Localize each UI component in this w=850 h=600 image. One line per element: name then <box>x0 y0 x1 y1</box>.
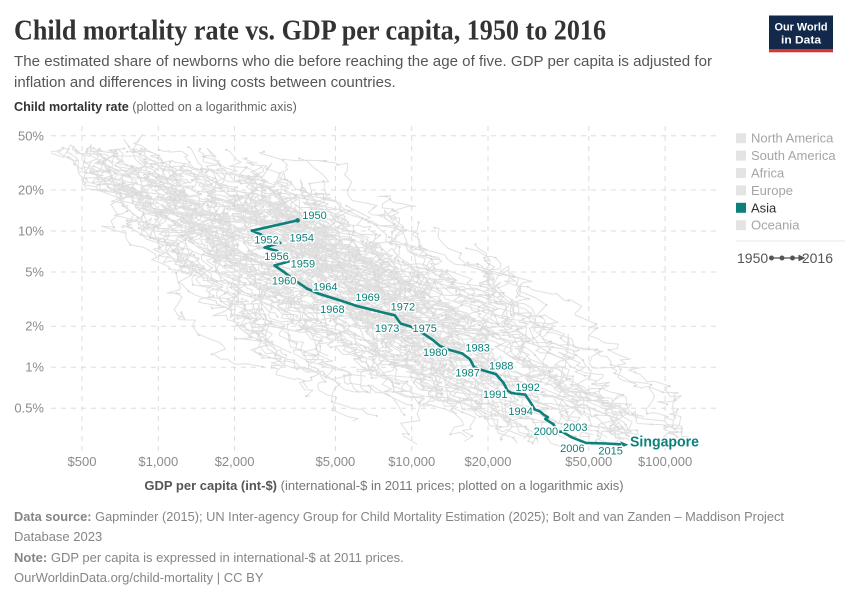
svg-text:50%: 50% <box>18 128 44 143</box>
svg-text:1950: 1950 <box>737 250 768 266</box>
svg-text:1954: 1954 <box>290 233 314 245</box>
svg-text:Europe: Europe <box>751 183 793 198</box>
svg-text:$1,000: $1,000 <box>138 454 178 469</box>
svg-text:GDP per capita (int-$) (intern: GDP per capita (int-$) (international-$ … <box>144 478 623 493</box>
svg-text:10%: 10% <box>18 224 44 239</box>
svg-text:Africa: Africa <box>751 166 785 181</box>
svg-text:1988: 1988 <box>489 360 513 372</box>
svg-text:2%: 2% <box>25 319 44 334</box>
svg-text:1983: 1983 <box>465 343 489 355</box>
svg-text:2015: 2015 <box>598 446 622 458</box>
svg-text:1991: 1991 <box>483 389 507 401</box>
svg-text:2016: 2016 <box>802 250 833 266</box>
svg-text:1952: 1952 <box>254 234 278 246</box>
svg-text:Our World: Our World <box>775 22 828 34</box>
svg-text:Child mortality rate vs. GDP p: Child mortality rate vs. GDP per capita,… <box>14 16 606 47</box>
svg-text:South America: South America <box>751 148 836 163</box>
svg-text:in Data: in Data <box>781 35 822 47</box>
svg-text:inflation and differences in l: inflation and differences in living cost… <box>14 74 396 91</box>
svg-text:20%: 20% <box>18 183 44 198</box>
svg-text:Asia: Asia <box>751 200 777 215</box>
svg-text:1950: 1950 <box>302 210 326 222</box>
svg-text:Oceania: Oceania <box>751 218 800 233</box>
svg-text:1959: 1959 <box>291 259 315 271</box>
svg-text:2006: 2006 <box>560 443 584 455</box>
svg-text:1973: 1973 <box>375 323 399 335</box>
svg-text:1968: 1968 <box>320 304 344 316</box>
svg-text:North America: North America <box>751 131 834 146</box>
svg-text:1956: 1956 <box>264 251 288 263</box>
svg-text:2000: 2000 <box>534 426 558 438</box>
svg-text:1980: 1980 <box>423 347 447 359</box>
svg-text:$100,000: $100,000 <box>638 454 692 469</box>
svg-text:Singapore: Singapore <box>630 434 699 451</box>
svg-text:1960: 1960 <box>272 276 296 288</box>
svg-text:5%: 5% <box>25 265 44 280</box>
svg-text:Note: GDP per capita is expres: Note: GDP per capita is expressed in int… <box>14 550 404 565</box>
svg-text:1992: 1992 <box>515 382 539 394</box>
svg-text:1994: 1994 <box>508 406 532 418</box>
svg-text:Child mortality rate (plotted: Child mortality rate (plotted on a logar… <box>14 100 297 114</box>
svg-text:$5,000: $5,000 <box>316 454 356 469</box>
svg-text:1964: 1964 <box>313 282 337 294</box>
svg-text:2003: 2003 <box>563 422 587 434</box>
svg-text:1975: 1975 <box>412 323 436 335</box>
svg-text:1969: 1969 <box>355 292 379 304</box>
svg-text:1987: 1987 <box>455 367 479 379</box>
svg-text:The estimated share of newborn: The estimated share of newborns who die … <box>14 53 712 70</box>
svg-text:$10,000: $10,000 <box>388 454 435 469</box>
svg-text:Data source: Gapminder (2015);: Data source: Gapminder (2015); UN Inter-… <box>14 509 784 524</box>
svg-text:1972: 1972 <box>391 302 415 314</box>
svg-text:$2,000: $2,000 <box>215 454 255 469</box>
svg-text:$50,000: $50,000 <box>565 454 612 469</box>
svg-text:OurWorldinData.org/child-morta: OurWorldinData.org/child-mortality | CC … <box>14 570 264 585</box>
svg-text:0.5%: 0.5% <box>14 401 44 416</box>
svg-text:$20,000: $20,000 <box>465 454 512 469</box>
svg-text:$500: $500 <box>68 454 97 469</box>
svg-text:1%: 1% <box>25 360 44 375</box>
svg-text:Database 2023: Database 2023 <box>14 529 102 544</box>
